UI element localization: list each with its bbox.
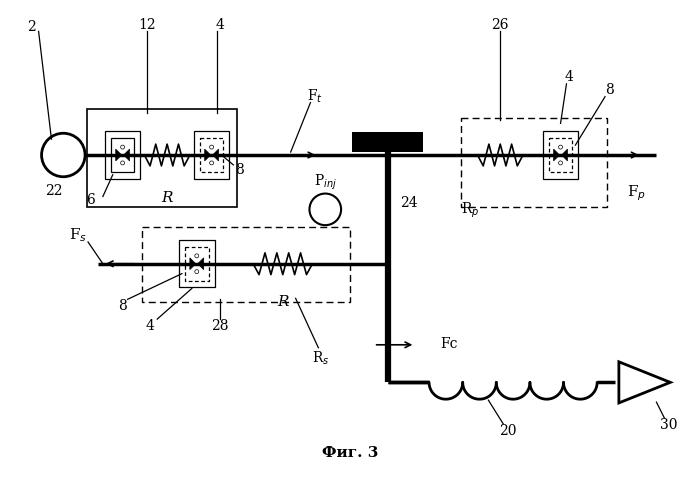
Polygon shape [205, 150, 210, 162]
Circle shape [559, 162, 563, 166]
Text: 8: 8 [605, 83, 614, 97]
Text: F$_s$: F$_s$ [69, 226, 87, 243]
Text: R$_s$: R$_s$ [312, 349, 329, 366]
Bar [549, 139, 572, 172]
Bar [143, 227, 350, 302]
Text: F$_t$: F$_t$ [308, 88, 324, 105]
Bar [87, 109, 237, 208]
Bar [179, 241, 215, 288]
Bar [194, 132, 229, 180]
Text: F$_p$: F$_p$ [627, 183, 646, 203]
Text: 4: 4 [146, 318, 154, 333]
Text: P$_{inj}$: P$_{inj}$ [314, 173, 337, 192]
Text: 8: 8 [118, 299, 127, 313]
Polygon shape [190, 258, 196, 270]
Polygon shape [561, 150, 568, 162]
Bar [105, 132, 140, 180]
Text: 8: 8 [235, 163, 244, 177]
Text: 24: 24 [401, 196, 418, 210]
Text: 4: 4 [215, 17, 224, 31]
Text: 2: 2 [27, 20, 36, 34]
Bar [542, 132, 578, 180]
Circle shape [195, 254, 199, 258]
Polygon shape [116, 150, 122, 162]
Text: 6: 6 [87, 193, 95, 207]
Text: 12: 12 [138, 17, 156, 31]
Text: 22: 22 [45, 183, 62, 197]
Bar [200, 139, 224, 172]
Bar [461, 119, 607, 208]
Text: 28: 28 [211, 318, 229, 333]
Polygon shape [124, 150, 129, 162]
Polygon shape [212, 150, 219, 162]
Polygon shape [554, 150, 560, 162]
Text: Фиг. 3: Фиг. 3 [322, 445, 378, 459]
Bar [185, 247, 208, 281]
Text: 30: 30 [660, 417, 677, 431]
Text: R: R [277, 295, 289, 309]
Circle shape [121, 146, 124, 150]
Bar [110, 139, 134, 172]
Text: 20: 20 [499, 423, 517, 437]
Text: R: R [161, 190, 173, 204]
Circle shape [559, 146, 563, 150]
Text: 4: 4 [565, 70, 574, 84]
Text: 26: 26 [491, 17, 509, 31]
Circle shape [210, 146, 214, 150]
Text: R$_p$: R$_p$ [461, 200, 480, 220]
Bar [352, 133, 423, 153]
Polygon shape [198, 258, 203, 270]
Text: Fc: Fc [440, 336, 458, 350]
Circle shape [195, 270, 199, 274]
Circle shape [210, 162, 214, 166]
Circle shape [121, 162, 124, 166]
